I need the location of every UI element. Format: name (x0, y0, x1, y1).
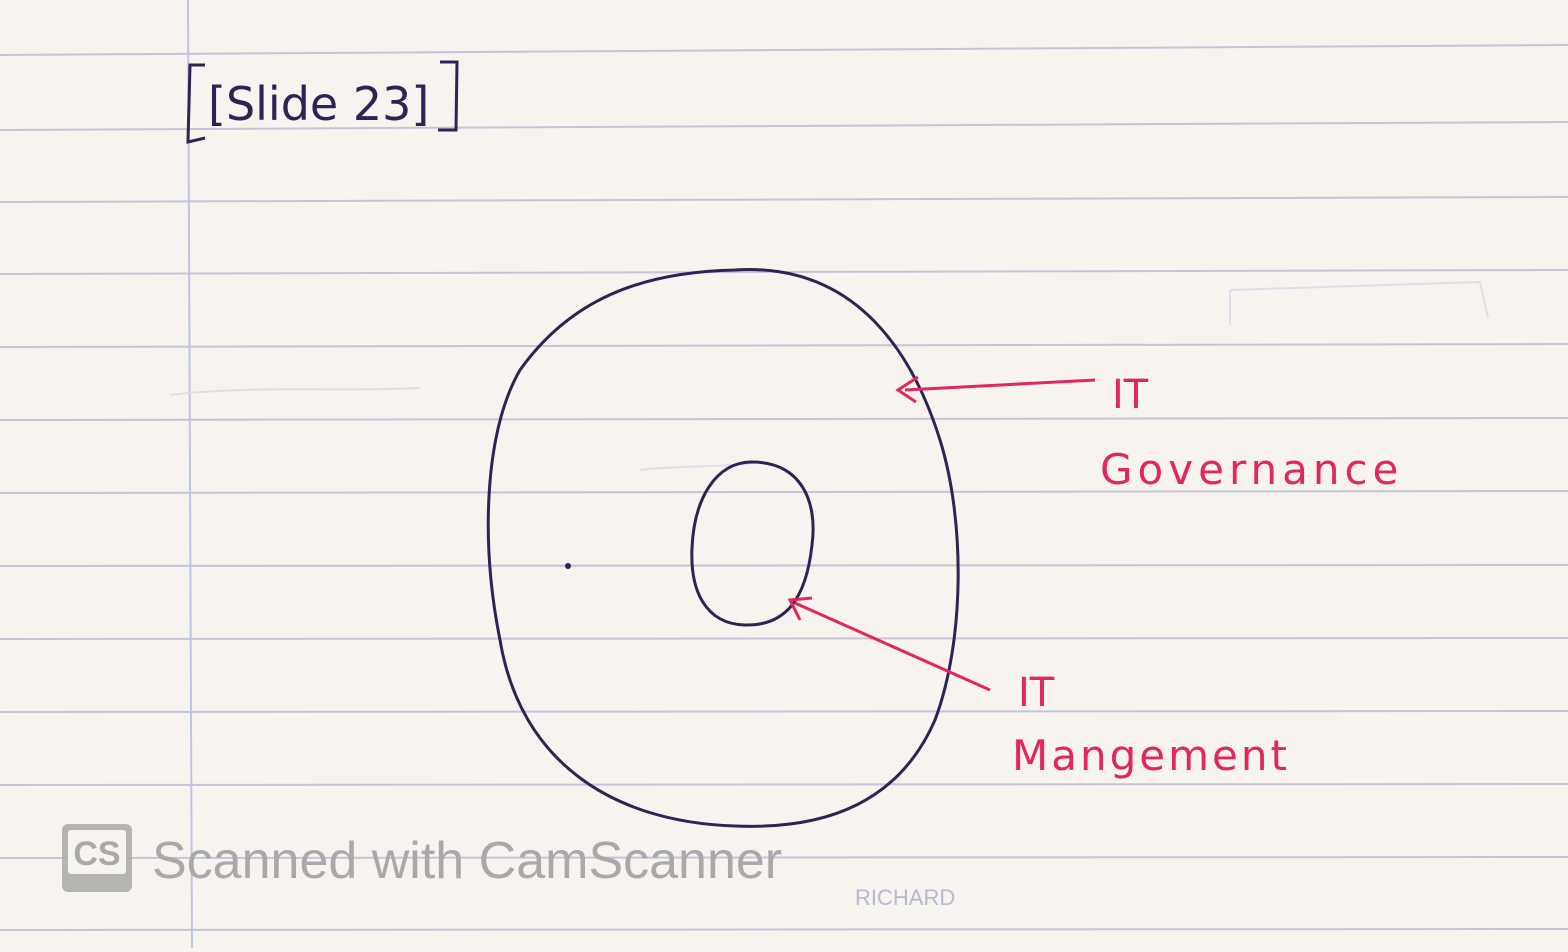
it-management-ellipse (690, 460, 815, 627)
rule-line (0, 710, 1568, 713)
margin-line (187, 0, 193, 949)
notebook-brand: RICHARD (855, 885, 955, 910)
arrow-head-icon (787, 596, 813, 621)
rule-line (0, 44, 1568, 56)
camscanner-watermark: CS Scanned with CamScanner (62, 824, 782, 892)
arrow-shaft (904, 378, 1096, 392)
camscanner-logo-text: CS (73, 835, 120, 873)
slide-heading: [Slide 23] (186, 60, 459, 144)
ruled-lines (0, 44, 1568, 931)
rule-line (0, 856, 1568, 859)
management-label-line1: IT (1018, 670, 1055, 716)
camscanner-logo-inner (68, 830, 126, 874)
show-through-marks (169, 280, 1489, 471)
governance-arrow (895, 375, 1096, 404)
rule-line (0, 783, 1568, 786)
management-arrow (787, 596, 991, 692)
rule-line (0, 637, 1568, 640)
management-label-line2: Mangement (1012, 731, 1290, 780)
governance-label-line2: Governance (1100, 445, 1403, 494)
rule-line (0, 196, 1568, 203)
rule-line (0, 490, 1568, 494)
rule-line (0, 928, 1568, 931)
it-governance-ellipse (486, 268, 960, 828)
camscanner-watermark-text: Scanned with CamScanner (152, 832, 782, 890)
ink-dot (565, 563, 571, 569)
arrow-shaft (794, 601, 991, 692)
rule-line (0, 121, 1568, 131)
slide-title: [Slide 23] (208, 77, 429, 131)
left-bracket-mark (186, 63, 206, 144)
right-bracket-mark (438, 60, 459, 132)
rule-line (0, 343, 1568, 348)
governance-label-line1: IT (1112, 372, 1149, 418)
arrow-head-icon (895, 375, 919, 404)
rule-line (0, 417, 1568, 421)
rule-line (0, 564, 1568, 567)
